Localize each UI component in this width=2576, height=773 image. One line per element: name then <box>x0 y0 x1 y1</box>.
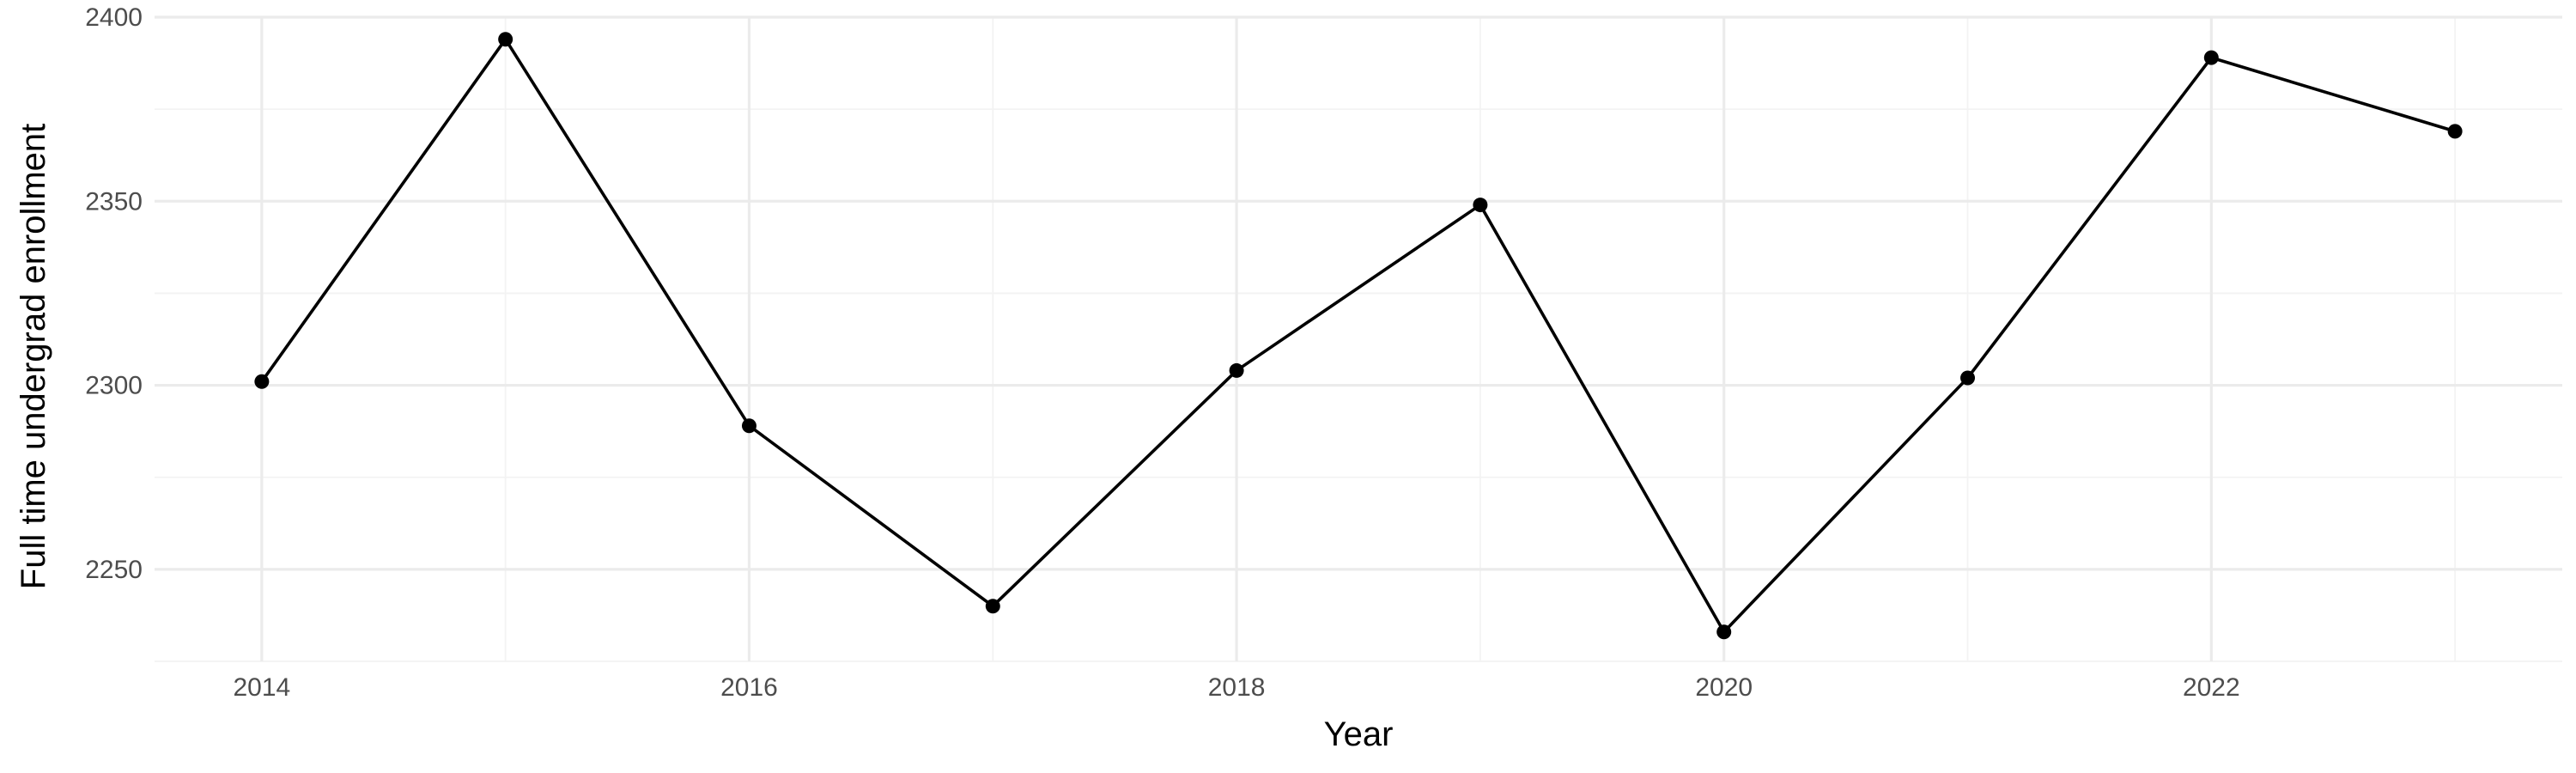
series-layer <box>254 32 2463 640</box>
x-tick-label: 2022 <box>2183 673 2240 702</box>
y-tick-label: 2400 <box>85 3 143 32</box>
x-tick-label: 2016 <box>720 673 778 702</box>
data-point <box>741 418 756 434</box>
data-point <box>985 599 1000 614</box>
data-point <box>1716 624 1732 640</box>
x-axis-title: Year <box>1324 715 1394 753</box>
tick-label-layer: 2250 2300 2350 2400 2014 2016 2018 2020 2022 <box>85 3 2239 702</box>
data-point <box>498 32 513 47</box>
y-tick-label: 2250 <box>85 556 143 584</box>
grid-layer <box>155 15 2562 662</box>
x-tick-label: 2018 <box>1208 673 1266 702</box>
y-tick-label: 2350 <box>85 187 143 216</box>
y-tick-label: 2300 <box>85 372 143 400</box>
data-point <box>1229 362 1244 378</box>
y-axis-title: Full time undergrad enrollment <box>15 124 52 589</box>
data-point <box>2203 50 2219 65</box>
data-point <box>1473 198 1488 213</box>
data-point <box>2447 124 2463 139</box>
series-line <box>260 37 2456 634</box>
x-tick-label: 2014 <box>233 673 290 702</box>
data-point <box>254 374 270 389</box>
x-tick-label: 2020 <box>1695 673 1753 702</box>
data-point <box>1960 370 1976 386</box>
